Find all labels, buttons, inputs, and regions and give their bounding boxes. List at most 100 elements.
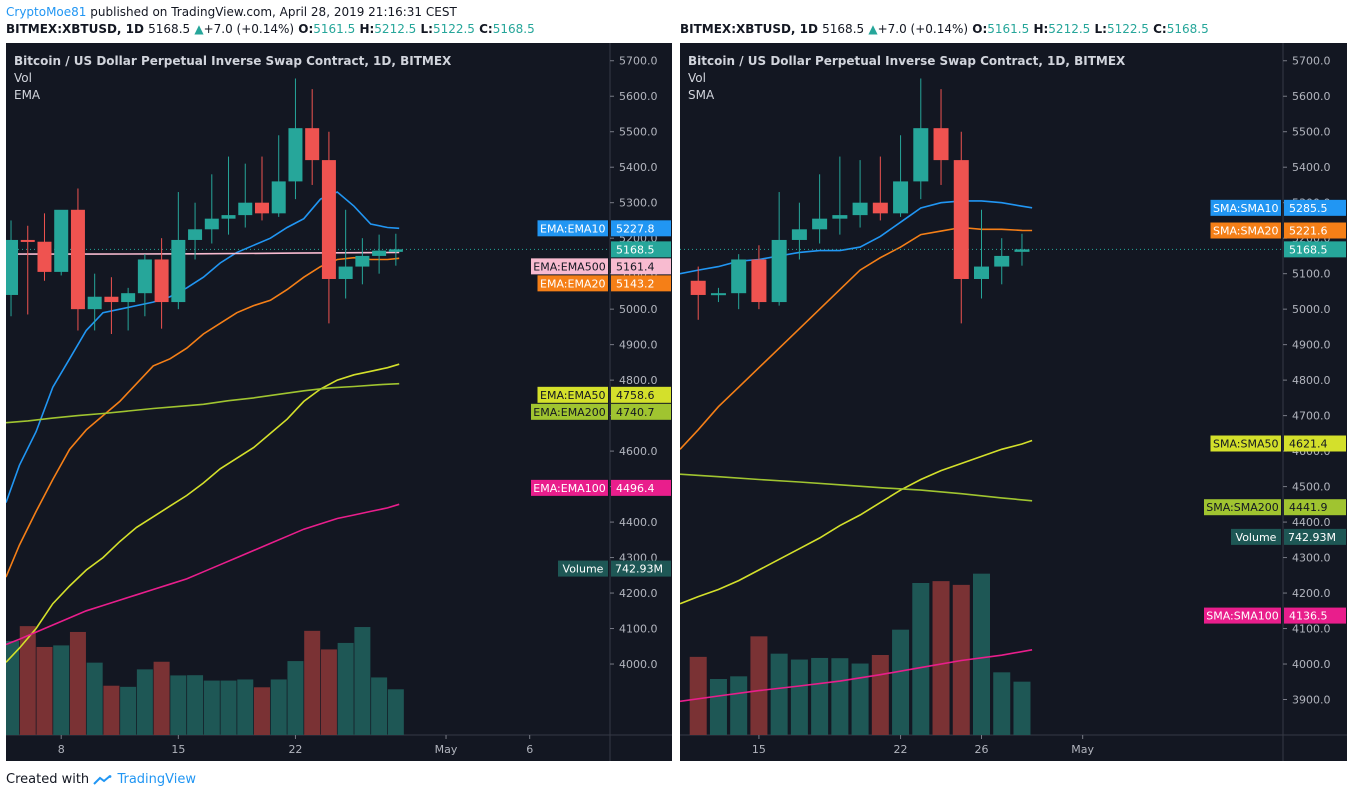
candle-body — [994, 255, 1010, 267]
ma-line-ema-ema50 — [6, 363, 400, 663]
ma-name-badge — [1210, 222, 1281, 239]
candle-body — [872, 202, 888, 214]
price-badge — [611, 258, 671, 275]
candle-body — [188, 229, 203, 240]
candle-body — [751, 259, 767, 303]
price-badge-value: 4136.5 — [1289, 610, 1328, 623]
price-tick-label: 4400.0 — [1292, 516, 1331, 529]
volume-bar — [153, 661, 170, 735]
symbol-label: BITMEX:XBTUSD, 1D — [6, 22, 144, 36]
sma-chart[interactable]: 3900.0 4000.0 4100.0 4200.0 4300.0 4400.0 4500… — [680, 43, 1347, 761]
price-tick-label: 5600.0 — [619, 90, 658, 103]
chart-panel-ema[interactable]: 4000.04100.04200.04300.04400.04500.04600… — [6, 43, 672, 761]
footer: Created with TradingView — [6, 772, 196, 787]
price-tick-label: 5300.0 — [619, 197, 658, 210]
published-text: published on TradingView.com, April 28, … — [90, 5, 457, 19]
open-value: 5161.5 — [987, 22, 1030, 36]
symbol-info-right: BITMEX:XBTUSD, 1D 5168.5 ▲+7.0 (+0.14%) … — [680, 22, 1209, 36]
candle-body — [204, 218, 219, 230]
candle-body — [355, 255, 370, 267]
candle-body — [1014, 249, 1030, 252]
ma-name-badge-text: SMA:SMA100 — [1206, 610, 1279, 623]
volume-bar — [851, 663, 869, 735]
publish-info: CryptoMoe81 published on TradingView.com… — [6, 5, 457, 19]
volume-bar — [287, 661, 304, 735]
ma-name-badge-text: EMA:EMA500 — [533, 260, 605, 273]
price-badge-value: 5143.2 — [616, 277, 655, 290]
time-tick-label: 15 — [752, 743, 766, 756]
price-badge — [1284, 435, 1346, 452]
volume-bar — [253, 687, 270, 735]
price-badge — [1284, 607, 1346, 624]
price-badge — [611, 403, 671, 420]
price-badge — [611, 241, 671, 258]
volume-bar — [871, 655, 889, 735]
price-tick-label: 4200.0 — [619, 587, 658, 600]
volume-bar — [270, 679, 287, 735]
candle-body — [832, 215, 848, 219]
chart-panel-sma[interactable]: 3900.0 4000.0 4100.0 4200.0 4300.0 4400.0 4500… — [680, 43, 1347, 761]
ma-name-badge-text: SMA:SMA50 — [1213, 438, 1279, 451]
time-tick-label: 6 — [526, 743, 533, 756]
candle-body — [338, 266, 353, 279]
candle-body — [710, 293, 726, 296]
price-badge — [1284, 199, 1346, 216]
price-badge — [611, 479, 671, 496]
price-tick-label: 4300.0 — [1292, 552, 1331, 565]
volume-bar — [136, 669, 153, 735]
vol-study-label[interactable]: Vol — [688, 71, 706, 85]
candle-body — [104, 296, 119, 303]
author-link[interactable]: CryptoMoe81 — [6, 5, 87, 19]
price-tick-label: 4800.0 — [1292, 374, 1331, 387]
candle-body — [54, 209, 69, 272]
volume-bar — [892, 629, 910, 735]
ema-chart[interactable]: 4000.04100.04200.04300.04400.04500.04600… — [6, 43, 672, 761]
candle-body — [933, 128, 949, 161]
ma-line-ema-ema200 — [6, 382, 400, 424]
ma-name-badge — [1204, 607, 1281, 624]
ma-study-label[interactable]: SMA — [688, 88, 715, 102]
volume-bar — [237, 679, 254, 735]
ma-name-badge-text: EMA:EMA50 — [540, 389, 605, 402]
ma-name-badge-text: EMA:EMA20 — [540, 277, 605, 290]
tradingview-brand-link[interactable]: TradingView — [117, 772, 196, 787]
price-badge — [1284, 222, 1346, 239]
volume-bar — [831, 658, 849, 735]
price-badge-value: 4441.9 — [1289, 501, 1328, 514]
price-badge-value: 4621.4 — [1289, 438, 1328, 451]
ma-name-badge — [531, 258, 608, 275]
ma-line-ema-ema10 — [6, 191, 400, 503]
volume-bar — [19, 626, 36, 735]
candle-body — [137, 259, 152, 294]
low-value: 5122.5 — [1106, 22, 1149, 36]
change-value: +7.0 (+0.14%) — [203, 22, 295, 36]
volume-bar — [203, 680, 220, 735]
price-badge-value: 5227.8 — [616, 222, 655, 235]
volume-bar — [912, 583, 930, 735]
price-tick-label: 5600.0 — [1292, 90, 1331, 103]
ma-line-sma-sma50 — [680, 439, 1033, 605]
last-value: 5168.5 — [148, 22, 191, 36]
candle-body — [893, 181, 909, 214]
volume-bar — [354, 627, 371, 735]
time-tick-label: 26 — [975, 743, 989, 756]
ma-study-label[interactable]: EMA — [14, 88, 41, 102]
ma-name-badge-text: SMA:SMA20 — [1213, 225, 1279, 238]
vol-study-label[interactable]: Vol — [14, 71, 32, 85]
price-badge-value: 4496.4 — [616, 482, 655, 495]
volume-bar — [790, 659, 808, 735]
volume-bar — [993, 672, 1011, 735]
volume-bar — [973, 573, 990, 735]
volume-value-badge — [611, 560, 671, 577]
volume-name-text: Volume — [1236, 531, 1277, 544]
price-badge-value: 5221.6 — [1289, 225, 1328, 238]
ma-line-ema-ema20 — [6, 256, 400, 578]
volume-bar — [932, 581, 950, 735]
price-tick-label: 5000.0 — [619, 303, 658, 316]
volume-bar — [689, 656, 707, 735]
ma-name-badge — [537, 386, 608, 403]
price-tick-label: 4000.0 — [619, 658, 658, 671]
price-tick-label: 4100.0 — [1292, 623, 1331, 636]
time-tick-label: May — [1071, 743, 1094, 756]
candle-body — [690, 280, 706, 295]
